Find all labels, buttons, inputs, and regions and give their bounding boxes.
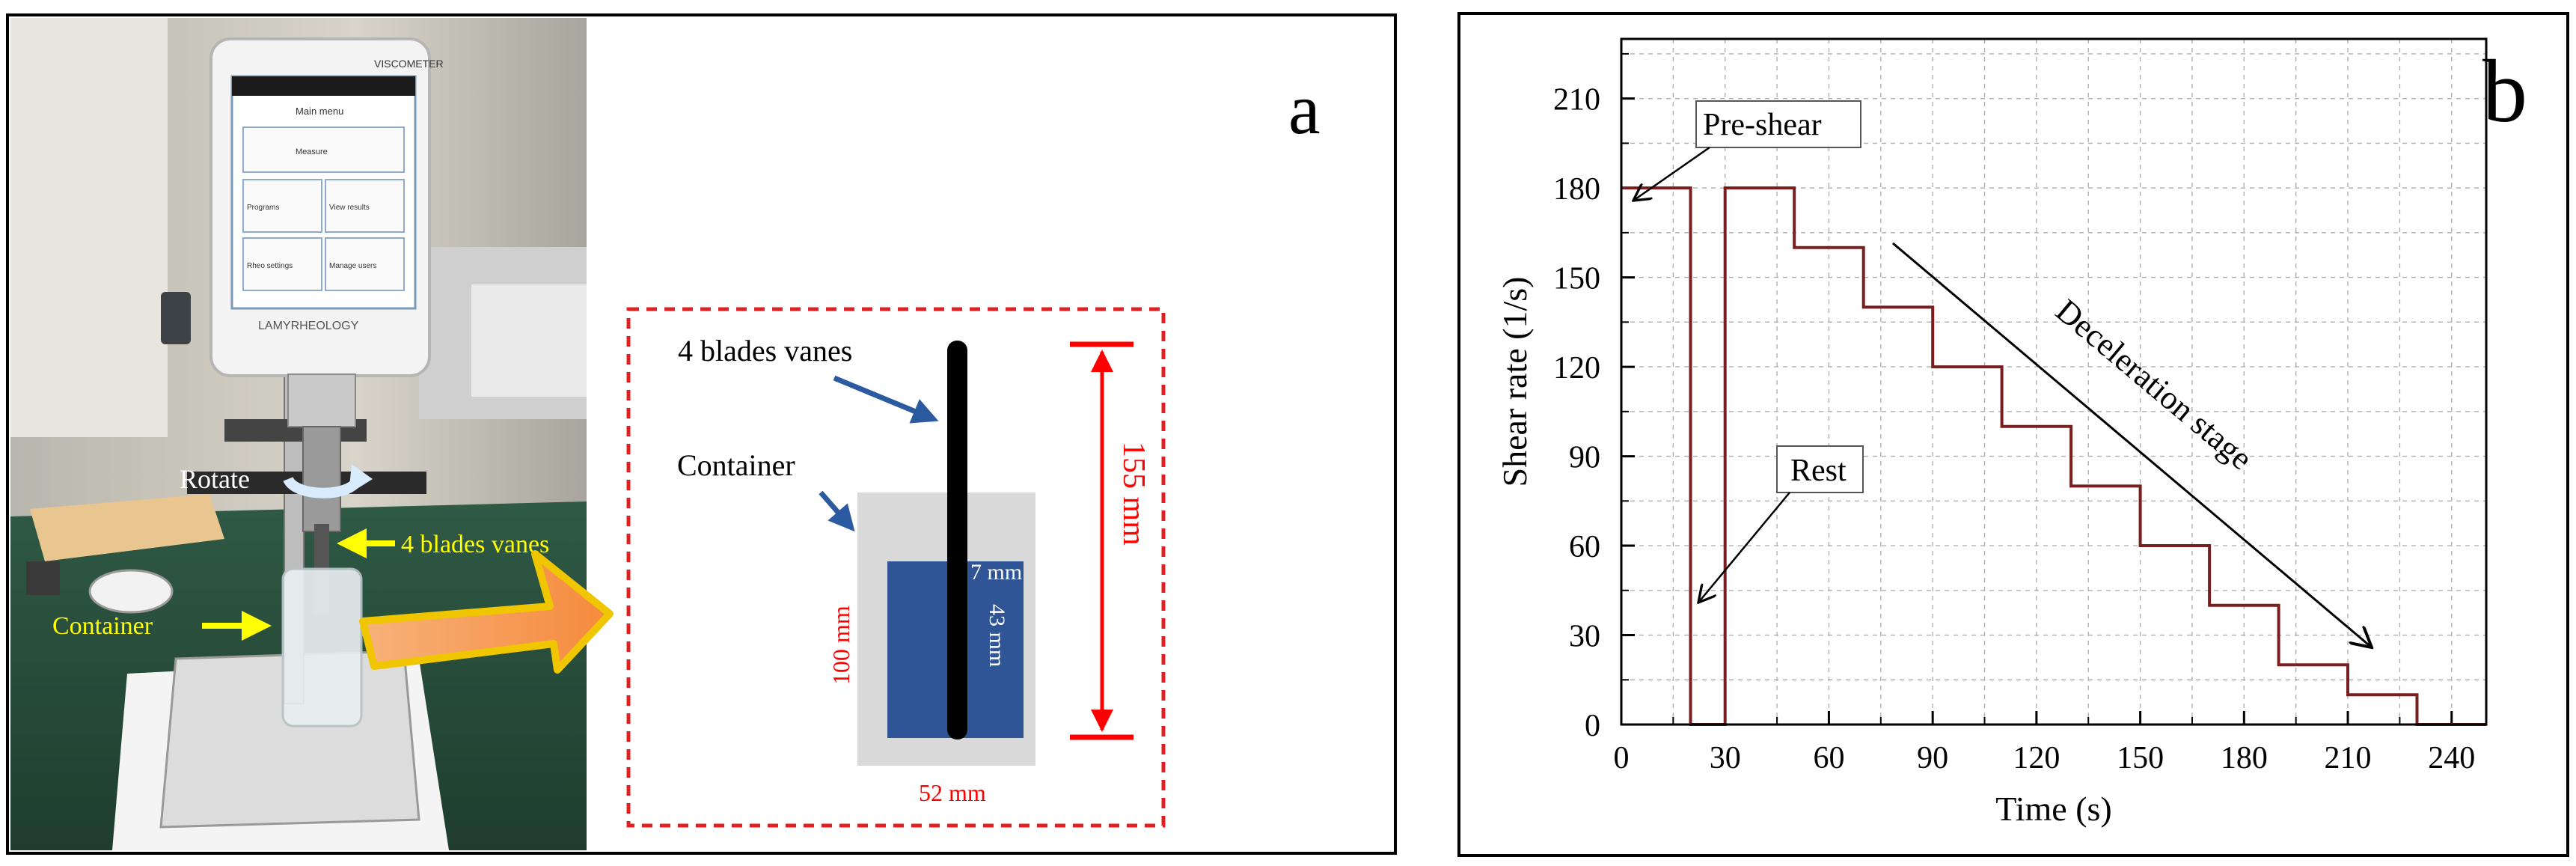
- x-tick-labels: 0 30 60 90 120 150 180 210 240: [1614, 741, 2476, 775]
- shaft-schematic: [947, 341, 967, 740]
- preshear-box: [1695, 100, 1861, 148]
- screen-button-programs: [242, 179, 322, 233]
- vane-schematic: 4 blades vanes Container 155 mm 100 mm 4…: [626, 307, 1166, 828]
- rest-box: [1776, 445, 1864, 493]
- orange-arrow: [359, 550, 614, 674]
- deceleration-arrow: [1892, 242, 2372, 647]
- screen-item-settings: Rheo settings: [247, 262, 293, 270]
- photo-viscometer: VISCOMETER Main menu Measure Programs Vi…: [10, 18, 614, 850]
- series-line: [1621, 186, 2486, 726]
- rotate-arrow-head: [349, 464, 373, 494]
- bottle: [26, 561, 60, 595]
- panel-b: b 0 30 60 90 120 150 180 210 0 30 60 90 120 150 180 21…: [1457, 12, 2569, 857]
- screen-button-settings: [242, 237, 322, 291]
- container-photo: [281, 567, 363, 728]
- plot-frame: [1620, 37, 2488, 726]
- preshear-arrow: [1633, 146, 1710, 201]
- x-tick-label: 240: [2428, 741, 2475, 775]
- dim-vane-length: 155 mm: [1116, 442, 1151, 546]
- x-tick-label: 90: [1917, 741, 1948, 775]
- screen-button-users: [325, 237, 405, 291]
- y-tick-label: 90: [1569, 441, 1600, 475]
- rest-label: Rest: [1790, 454, 1847, 488]
- chart-ticks: [1620, 52, 2453, 726]
- y-tick-label: 60: [1569, 530, 1600, 564]
- screen-button-measure: [242, 126, 405, 173]
- dim-shaft-diameter: 7 mm: [970, 560, 1022, 585]
- container-label-photo: Container: [52, 612, 153, 640]
- y-tick-label: 120: [1553, 351, 1600, 385]
- power-socket: [161, 292, 191, 344]
- dim-blade-height: 43 mm: [985, 604, 1009, 667]
- x-tick-label: 180: [2221, 741, 2268, 775]
- y-tick-label: 0: [1585, 709, 1600, 743]
- dim-container-width: 52 mm: [919, 779, 986, 806]
- vanes-pointer-schematic: [833, 375, 939, 424]
- dim-container-height: 100 mm: [827, 606, 854, 685]
- x-tick-label: 0: [1614, 741, 1630, 775]
- y-tick-labels: 0 30 60 90 120 150 180 210: [1553, 83, 1600, 743]
- screen-item-view-results: View results: [329, 204, 370, 212]
- container-pointer-schematic: [819, 490, 855, 532]
- shear-rate-chart: 0 30 60 90 120 150 180 210 0 30 60 90 120 150 180 210 2…: [1496, 37, 2488, 828]
- container-label-schematic: Container: [677, 448, 795, 482]
- wooden-blocks: [30, 494, 224, 561]
- x-tick-label: 30: [1710, 741, 1741, 775]
- screen-button-view-results: [325, 179, 405, 233]
- panel-a: VISCOMETER Main menu Measure Programs Vi…: [6, 13, 1397, 855]
- device-label: VISCOMETER: [374, 58, 444, 70]
- x-tick-label: 150: [2117, 741, 2164, 775]
- screen-top-bar: [232, 76, 415, 96]
- screen-item-users: Manage users: [329, 262, 376, 270]
- preshear-label: Pre-shear: [1703, 108, 1822, 142]
- rest-arrow: [1698, 492, 1790, 603]
- y-tick-label: 150: [1553, 262, 1600, 296]
- screen-item-measure: Measure: [296, 147, 328, 156]
- y-tick-label: 30: [1569, 620, 1600, 654]
- motor-neck: [287, 373, 356, 427]
- x-axis-label: Time (s): [1995, 790, 2112, 828]
- vanes-label-schematic: 4 blades vanes: [678, 334, 852, 368]
- y-tick-label: 210: [1553, 83, 1600, 118]
- lab-coat: [10, 18, 168, 437]
- x-tick-label: 210: [2325, 741, 2372, 775]
- rotate-label: Rotate: [180, 464, 250, 494]
- schematic-frame: [626, 307, 1166, 828]
- x-tick-label: 60: [1813, 741, 1844, 775]
- mortar-bowl: [88, 569, 174, 614]
- panel-b-letter: b: [2482, 41, 2527, 141]
- screen-item-programs: Programs: [247, 204, 279, 212]
- spindle-coupling: [302, 426, 341, 532]
- x-tick-label: 120: [2013, 741, 2060, 775]
- vanes-label-photo: 4 blades vanes: [401, 531, 549, 558]
- screen-title: Main menu: [296, 106, 343, 117]
- plastic-bag: [471, 284, 587, 397]
- y-tick-label: 180: [1553, 172, 1600, 207]
- panel-b-frame: [1457, 12, 2569, 857]
- brand-logo: LAMYRHEOLOGY: [258, 320, 359, 332]
- y-axis-label: Shear rate (1/s): [1496, 277, 1534, 487]
- panel-a-letter: a: [1288, 69, 1321, 149]
